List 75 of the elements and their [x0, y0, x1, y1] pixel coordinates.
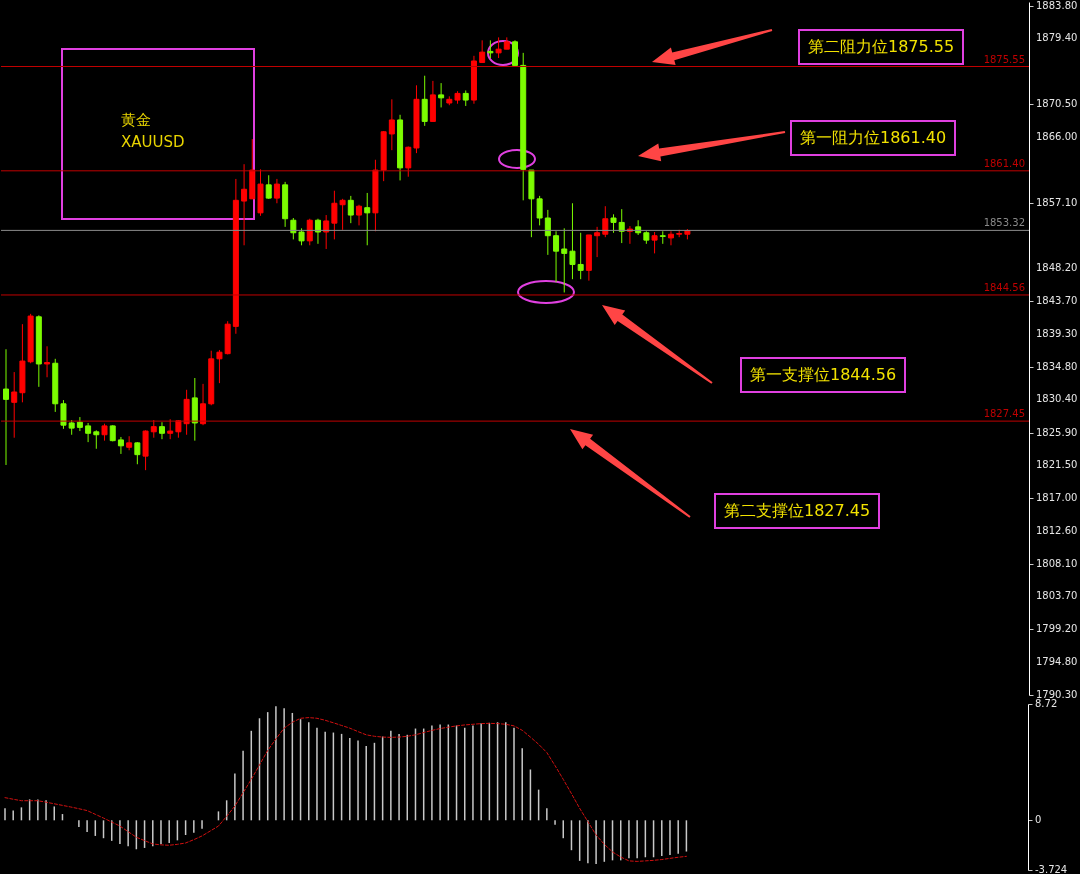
annotation: 第一阻力位1861.40 — [790, 119, 957, 156]
candlestick — [11, 371, 18, 439]
candlestick — [438, 82, 445, 108]
candlestick — [241, 163, 248, 246]
candlestick — [553, 230, 560, 283]
ref-line-label: 1861.40 — [983, 157, 1025, 169]
ref-line-label: 1827.45 — [983, 408, 1025, 420]
y-tick-label: 1812.60 — [1036, 524, 1078, 536]
candlestick — [44, 345, 51, 378]
candlestick — [200, 383, 207, 426]
candlestick — [421, 75, 428, 127]
candlestick — [158, 421, 165, 440]
candlestick — [306, 218, 313, 246]
candlestick — [512, 39, 518, 66]
y-tick-label: 1808.10 — [1036, 557, 1078, 569]
candlestick — [618, 208, 625, 244]
y-tick-label: 8.72 — [1035, 698, 1058, 709]
candlestick — [479, 39, 486, 63]
candlestick — [273, 178, 280, 204]
y-tick-label: 1821.50 — [1036, 458, 1078, 470]
candlestick — [85, 422, 92, 443]
y-tick-label: 1794.80 — [1036, 655, 1078, 667]
candlestick — [610, 213, 617, 234]
candlestick — [667, 230, 674, 246]
candlestick — [594, 226, 601, 258]
candlestick — [216, 349, 223, 384]
candlestick — [117, 436, 124, 455]
candlestick — [561, 227, 568, 293]
y-tick-label: 0 — [1035, 814, 1042, 826]
candlestick — [569, 202, 576, 280]
candlestick — [388, 98, 395, 151]
candlestick — [290, 217, 297, 240]
y-tick-label: 1830.40 — [1036, 393, 1078, 405]
candlestick — [93, 429, 100, 450]
text: 黄金 — [121, 111, 151, 130]
candlestick — [126, 435, 133, 451]
ref-line-label: 1875.55 — [983, 53, 1025, 65]
candlestick — [3, 348, 9, 466]
candlestick — [356, 204, 363, 226]
y-tick-label: -3.724 — [1035, 864, 1068, 874]
y-tick-label: 1843.70 — [1036, 295, 1078, 307]
candlestick — [544, 209, 551, 256]
candlestick — [134, 441, 141, 465]
ref-line-label: 1853.32 — [983, 217, 1025, 229]
y-tick-label: 1866.00 — [1036, 130, 1078, 142]
y-tick-label: 1857.10 — [1036, 196, 1078, 208]
y-tick-label: 1883.80 — [1036, 0, 1078, 11]
candlestick — [347, 195, 354, 224]
y-tick-label: 1834.80 — [1036, 360, 1078, 372]
candlestick — [405, 146, 412, 178]
candlestick — [577, 232, 584, 280]
y-tick-label: 1817.00 — [1036, 492, 1078, 504]
y-tick-label: 1848.20 — [1036, 262, 1078, 274]
line-series — [4, 717, 687, 862]
candlestick — [265, 174, 272, 200]
ref-line-label: 1844.56 — [983, 281, 1025, 293]
candlestick — [60, 399, 67, 430]
candlestick — [602, 205, 609, 238]
candlestick — [167, 418, 174, 440]
annotation: 第二支撑位1827.45 — [714, 493, 881, 529]
candlestick — [364, 192, 371, 246]
y-tick-label: 1790.30 — [1036, 689, 1078, 700]
y-tick-label: 1839.30 — [1036, 327, 1078, 339]
y-tick-label: 1870.50 — [1036, 97, 1078, 109]
y-tick-label: 1799.20 — [1036, 623, 1078, 635]
candlestick — [323, 214, 330, 250]
y-tick-label: 1879.40 — [1036, 32, 1078, 44]
candlestick — [495, 36, 502, 59]
candlestick — [314, 218, 321, 245]
candlestick — [651, 231, 658, 254]
annotation: 第一支撑位1844.56 — [740, 357, 907, 393]
y-tick-label: 1803.70 — [1036, 590, 1078, 602]
text: XAUUSD — [121, 133, 185, 151]
annotation: 第二阻力位1875.55 — [798, 28, 965, 65]
y-tick-label: 1825.90 — [1036, 426, 1078, 438]
